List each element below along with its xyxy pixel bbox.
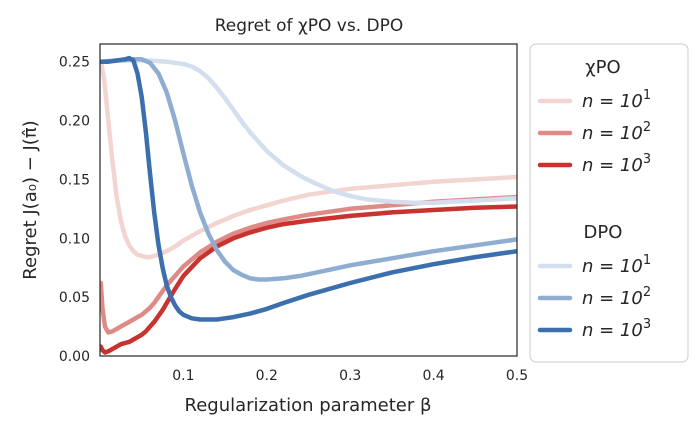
y-tick-label: 0.20 [59, 114, 90, 130]
x-tick-label: 0.4 [422, 368, 444, 384]
series-line-chipo-2 [100, 194, 517, 335]
series-line-chipo-3 [100, 204, 517, 355]
x-axis-ticks: 0.1 0.2 0.3 0.4 0.5 [172, 368, 528, 384]
y-tick-label: 0.15 [59, 172, 90, 188]
y-axis-ticks: 0.00 0.05 0.10 0.15 0.20 0.25 [59, 55, 90, 365]
legend-group-title: DPO [584, 222, 623, 243]
legend-label: n = 102 [582, 285, 651, 309]
y-axis-title: Regret J(a₀) − J(π̂) [20, 120, 41, 279]
y-tick-label: 0.00 [59, 349, 90, 365]
series-group [100, 55, 517, 355]
x-tick-label: 0.2 [256, 368, 278, 384]
legend-label: n = 101 [582, 253, 651, 277]
series-line-dpo-2 [100, 57, 517, 282]
legend-box [529, 43, 689, 363]
x-tick-label: 0.5 [506, 368, 528, 384]
x-axis-title: Regularization parameter β [185, 395, 432, 416]
legend: χPO n = 101 n = 102 n = 103 DPO n = 101 n = 10… [529, 43, 689, 363]
series-line-dpo-1 [100, 58, 517, 206]
x-tick-label: 0.3 [339, 368, 361, 384]
legend-group-title: χPO [585, 57, 620, 78]
chart-title: Regret of χPO vs. DPO [215, 16, 404, 36]
legend-label: n = 101 [582, 88, 651, 112]
legend-label: n = 103 [582, 152, 651, 176]
plot-frame [99, 43, 518, 357]
x-tick-label: 0.1 [172, 368, 194, 384]
y-tick-label: 0.10 [59, 231, 90, 247]
y-tick-label: 0.25 [59, 55, 90, 71]
plot-area [99, 43, 518, 357]
y-tick-label: 0.05 [59, 290, 90, 306]
legend-label: n = 102 [582, 120, 651, 144]
series-line-dpo-3 [100, 55, 517, 322]
legend-label: n = 103 [582, 317, 651, 341]
series-line-chipo-1 [100, 59, 517, 260]
